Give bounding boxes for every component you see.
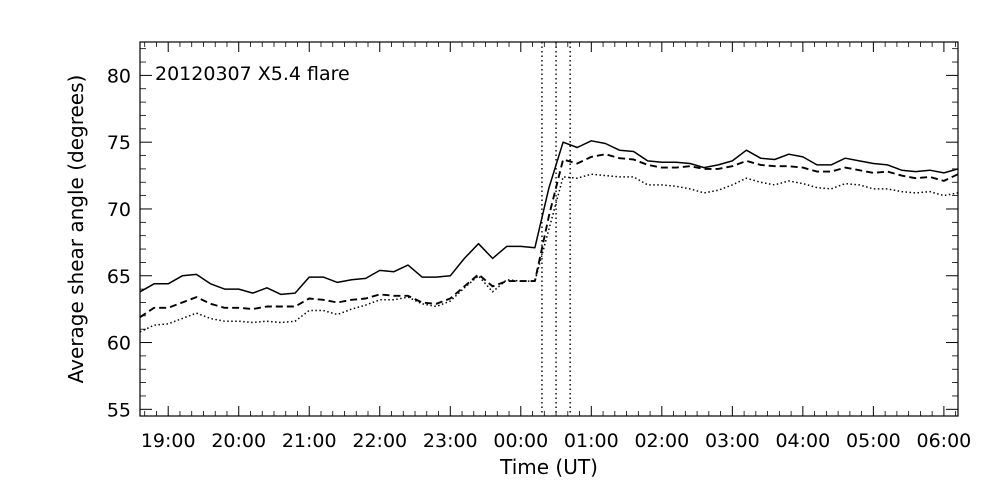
y-tick-label: 70 (107, 199, 131, 221)
x-axis: 19:00 20:00 21:00 22:00 23:00 00:00 01:00 02:00… (141, 42, 971, 452)
y-tick-label: 65 (107, 266, 131, 288)
y-axis-title: Average shear angle (degrees) (64, 75, 88, 384)
y-axis: 55 60 65 70 75 80 (107, 48, 958, 421)
x-tick-label: 21:00 (282, 430, 337, 452)
x-axis-title: Time (UT) (499, 455, 598, 479)
x-tick-label: 06:00 (917, 430, 972, 452)
x-tick-label: 19:00 (141, 430, 196, 452)
series-line-dashed (139, 153, 959, 318)
y-tick-label: 55 (107, 399, 131, 421)
x-tick-label: 22:00 (352, 430, 407, 452)
x-tick-label: 01:00 (564, 430, 619, 452)
x-tick-label: 03:00 (705, 430, 760, 452)
x-tick-label: 04:00 (775, 430, 830, 452)
plot-frame (139, 41, 959, 417)
x-tick-label: 02:00 (634, 430, 689, 452)
series-line-solid (139, 140, 959, 296)
y-tick-label: 80 (107, 65, 131, 87)
y-tick-label: 75 (107, 132, 131, 154)
x-tick-label: 00:00 (493, 430, 548, 452)
x-tick-label: 23:00 (423, 430, 478, 452)
series-layer (139, 140, 959, 333)
x-tick-label: 20:00 (211, 430, 266, 452)
flare-annotation: 20120307 X5.4 flare (155, 63, 350, 85)
series-line-dotted (139, 173, 959, 333)
y-tick-label: 60 (107, 333, 131, 355)
flare-time-markers (541, 42, 571, 416)
x-tick-label: 05:00 (846, 430, 901, 452)
